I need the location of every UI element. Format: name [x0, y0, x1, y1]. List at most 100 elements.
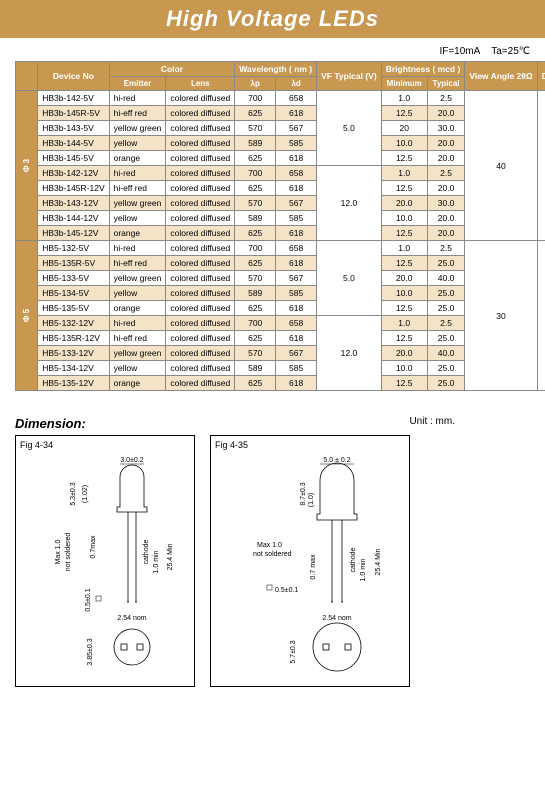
emitter-color: yellow [109, 361, 166, 376]
brightness-min: 20.0 [381, 196, 427, 211]
emitter-color: hi-red [109, 91, 166, 106]
lambda-p: 589 [235, 361, 276, 376]
brightness-typ: 30.0 [427, 121, 465, 136]
emitter-color: yellow [109, 286, 166, 301]
lambda-d: 658 [276, 91, 317, 106]
svg-text:5.3±0.3: 5.3±0.3 [70, 482, 77, 505]
hdr-lens: Lens [166, 77, 235, 91]
svg-text:2.54 nom: 2.54 nom [322, 615, 351, 622]
device-no: HB3b-145-5V [38, 151, 109, 166]
svg-text:1.0 min: 1.0 min [360, 558, 367, 581]
brightness-min: 1.0 [381, 241, 427, 256]
lens-type: colored diffused [166, 286, 235, 301]
brightness-typ: 25.0 [427, 361, 465, 376]
svg-text:Max 1.0: Max 1.0 [55, 539, 62, 564]
brightness-typ: 20.0 [427, 151, 465, 166]
fig435-drawing: 5.0 ± 0.2 8.7±0.3 (1.0) Max 1.0 not sold… [215, 452, 405, 682]
lambda-p: 589 [235, 211, 276, 226]
svg-text:(1.0): (1.0) [308, 493, 315, 507]
device-no: HB5-133-12V [38, 346, 109, 361]
lens-type: colored diffused [166, 121, 235, 136]
if-condition: IF=10mA [439, 46, 480, 57]
lambda-d: 618 [276, 256, 317, 271]
emitter-color: orange [109, 226, 166, 241]
emitter-color: hi-eff red [109, 256, 166, 271]
unit-label: Unit : mm. [409, 416, 530, 427]
lambda-p: 625 [235, 256, 276, 271]
brightness-min: 10.0 [381, 286, 427, 301]
device-no: HB5-135-12V [38, 376, 109, 391]
brightness-min: 1.0 [381, 91, 427, 106]
svg-text:2.54 nom: 2.54 nom [117, 615, 146, 622]
svg-text:25.4 Min: 25.4 Min [167, 543, 174, 570]
drawing-figure: 4-35 [537, 241, 545, 391]
brightness-typ: 30.0 [427, 196, 465, 211]
emitter-color: orange [109, 376, 166, 391]
brightness-typ: 20.0 [427, 136, 465, 151]
lens-type: colored diffused [166, 91, 235, 106]
device-no: HB3b-142-5V [38, 91, 109, 106]
svg-text:not soldered: not soldered [253, 551, 292, 558]
lens-type: colored diffused [166, 361, 235, 376]
vf-value: 5.0 [317, 241, 382, 316]
svg-text:0.7max: 0.7max [90, 535, 97, 558]
brightness-typ: 25.0 [427, 301, 465, 316]
vf-value: 12.0 [317, 316, 382, 391]
brightness-min: 1.0 [381, 166, 427, 181]
lens-type: colored diffused [166, 166, 235, 181]
device-no: HB3b-145R-12V [38, 181, 109, 196]
brightness-min: 10.0 [381, 361, 427, 376]
device-no: HB5-134-5V [38, 286, 109, 301]
brightness-min: 12.5 [381, 331, 427, 346]
hdr-wavelength: Wavelength ( nm ) [235, 62, 317, 77]
lambda-d: 585 [276, 286, 317, 301]
lens-type: colored diffused [166, 376, 235, 391]
lambda-p: 700 [235, 166, 276, 181]
lambda-d: 618 [276, 301, 317, 316]
lens-type: colored diffused [166, 331, 235, 346]
lambda-p: 625 [235, 301, 276, 316]
device-no: HB5-135R-5V [38, 256, 109, 271]
emitter-color: yellow green [109, 196, 166, 211]
lambda-p: 700 [235, 91, 276, 106]
emitter-color: hi-red [109, 166, 166, 181]
group-label: Φ 5 [16, 241, 38, 391]
emitter-color: yellow green [109, 346, 166, 361]
device-no: HB5-134-12V [38, 361, 109, 376]
lambda-p: 589 [235, 286, 276, 301]
lambda-d: 618 [276, 106, 317, 121]
brightness-typ: 2.5 [427, 316, 465, 331]
lambda-d: 658 [276, 241, 317, 256]
device-no: HB3b-142-12V [38, 166, 109, 181]
brightness-typ: 20.0 [427, 211, 465, 226]
view-angle: 30 [465, 241, 537, 391]
vf-value: 5.0 [317, 91, 382, 166]
svg-text:3.0±0.2: 3.0±0.2 [120, 457, 143, 464]
view-angle: 40 [465, 91, 537, 241]
brightness-typ: 20.0 [427, 106, 465, 121]
page-title: High Voltage LEDs [0, 0, 545, 38]
brightness-min: 12.5 [381, 376, 427, 391]
brightness-typ: 2.5 [427, 166, 465, 181]
hdr-color: Color [109, 62, 235, 77]
emitter-color: hi-red [109, 241, 166, 256]
hdr-vf: VF Typical (V) [317, 62, 382, 91]
fig434-drawing: 3.0±0.2 5.3±0.3 (1.02) Max 1.0 not solde… [20, 452, 190, 682]
dimension-heading: Dimension: [15, 416, 86, 431]
led-spec-table: Device No Color Wavelength ( nm ) VF Typ… [15, 61, 545, 391]
brightness-min: 12.5 [381, 106, 427, 121]
lambda-p: 625 [235, 226, 276, 241]
brightness-min: 20 [381, 121, 427, 136]
brightness-min: 12.5 [381, 181, 427, 196]
brightness-min: 12.5 [381, 301, 427, 316]
lambda-d: 618 [276, 181, 317, 196]
emitter-color: orange [109, 151, 166, 166]
emitter-color: hi-red [109, 316, 166, 331]
hdr-lp: λp [235, 77, 276, 91]
test-conditions: IF=10mA Ta=25℃ [0, 38, 545, 61]
hdr-min: Minimum [381, 77, 427, 91]
lens-type: colored diffused [166, 106, 235, 121]
table-row: Φ 3HB3b-142-5Vhi-redcolored diffused7006… [16, 91, 545, 106]
device-no: HB5-135R-12V [38, 331, 109, 346]
lambda-d: 567 [276, 121, 317, 136]
